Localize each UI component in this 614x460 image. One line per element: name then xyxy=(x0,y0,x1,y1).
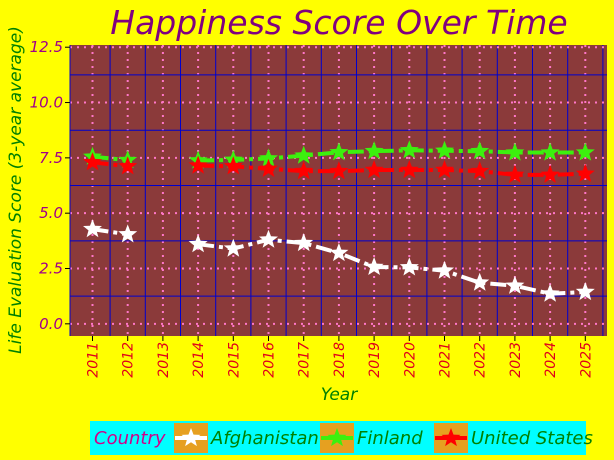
x-tick-label: 2023 xyxy=(508,342,524,378)
data-point xyxy=(540,283,560,302)
series xyxy=(83,140,595,302)
data-point xyxy=(575,142,595,161)
data-point xyxy=(294,233,314,252)
x-tick-label: 2022 xyxy=(473,342,489,378)
x-axis-label: Year xyxy=(321,385,358,405)
data-point xyxy=(223,238,243,257)
chart-title: Happiness Score Over Time xyxy=(110,3,567,42)
data-point xyxy=(259,229,278,248)
series-afghanistan xyxy=(83,219,595,302)
data-point xyxy=(435,140,454,159)
data-point xyxy=(294,161,314,180)
data-point xyxy=(364,160,384,179)
x-tick-label: 2025 xyxy=(578,342,594,378)
data-point xyxy=(399,257,419,276)
data-point xyxy=(294,145,314,164)
series-line xyxy=(92,227,128,237)
legend-marker xyxy=(181,428,201,447)
x-tick-label: 2020 xyxy=(402,342,418,378)
data-point xyxy=(470,141,490,160)
x-tick-label: 2012 xyxy=(121,342,137,378)
x-tick-label: 2011 xyxy=(86,342,102,378)
legend-entry: Afghanistan xyxy=(174,423,319,453)
grid xyxy=(69,45,607,336)
y-tick-label: 7.5 xyxy=(39,149,63,167)
x-tick-label: 2019 xyxy=(367,342,383,378)
legend-entry: United States xyxy=(434,423,593,453)
legend: Country Afghanistan Finland United States xyxy=(90,421,593,455)
series-line xyxy=(92,160,128,169)
data-point xyxy=(540,164,560,183)
data-point xyxy=(575,163,595,182)
legend-entry: Finland xyxy=(320,423,423,453)
series-line xyxy=(197,237,586,296)
y-axis: 0.0 2.5 5.0 7.5 10.0 12.5 xyxy=(30,38,70,333)
x-tick-label: 2021 xyxy=(438,342,454,378)
y-tick-label: 10.0 xyxy=(30,94,63,112)
data-point xyxy=(505,142,525,161)
legend-label: Finland xyxy=(357,428,423,449)
x-axis: 2011 2012 2013 2014 2015 2016 2017 2018 2019 2020… xyxy=(86,336,594,378)
data-point xyxy=(118,156,138,175)
data-point xyxy=(259,158,278,177)
data-point xyxy=(188,234,208,253)
data-point xyxy=(83,152,102,171)
data-point xyxy=(435,260,454,279)
data-point xyxy=(505,164,525,183)
data-point xyxy=(399,160,419,179)
legend-title: Country xyxy=(94,428,166,449)
data-point xyxy=(435,160,454,179)
legend-label: Afghanistan xyxy=(210,428,319,449)
x-tick-label: 2016 xyxy=(262,342,278,378)
y-tick-label: 0.0 xyxy=(39,315,63,333)
legend-marker xyxy=(327,428,347,447)
series-line xyxy=(92,154,128,163)
data-point xyxy=(470,272,490,291)
series-united-states xyxy=(83,152,595,183)
data-point xyxy=(399,140,419,159)
data-point xyxy=(364,257,384,275)
data-point xyxy=(470,161,490,180)
x-tick-label: 2015 xyxy=(226,342,242,378)
y-tick-label: 5.0 xyxy=(39,204,63,222)
y-axis-label: Life Evaluation Score (3-year average) xyxy=(6,26,26,354)
data-point xyxy=(118,224,138,243)
data-point xyxy=(329,243,349,262)
legend-label: United States xyxy=(471,428,593,449)
data-point xyxy=(540,142,560,161)
x-tick-label: 2024 xyxy=(543,342,559,378)
data-point xyxy=(505,275,525,294)
x-tick-label: 2014 xyxy=(191,342,207,378)
data-point xyxy=(329,161,349,180)
y-tick-label: 2.5 xyxy=(39,260,63,278)
x-tick-label: 2013 xyxy=(156,342,172,378)
legend-marker xyxy=(441,428,461,447)
data-point xyxy=(188,155,208,174)
data-point xyxy=(259,148,278,167)
legend-entries: Afghanistan Finland United States xyxy=(174,423,593,453)
x-tick-label: 2017 xyxy=(297,342,313,378)
x-tick-label: 2018 xyxy=(332,342,348,378)
data-point xyxy=(364,141,384,160)
data-point xyxy=(83,219,102,238)
data-point xyxy=(329,142,349,161)
data-point xyxy=(223,156,243,175)
series-line xyxy=(198,148,586,163)
data-point xyxy=(575,282,595,301)
y-tick-label: 12.5 xyxy=(30,38,63,56)
